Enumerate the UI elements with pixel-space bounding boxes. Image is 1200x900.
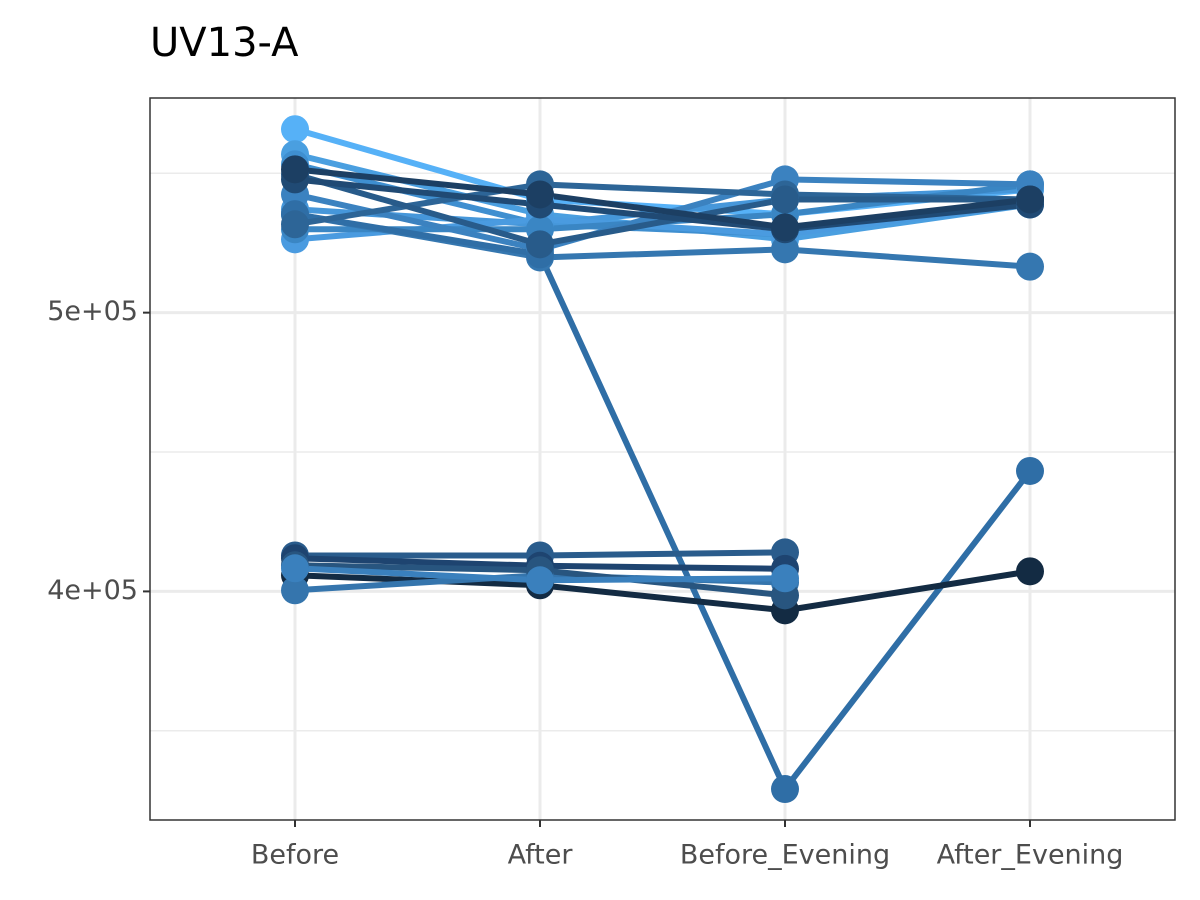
x-tick-label: After <box>508 840 574 871</box>
x-tick-label: Before <box>251 840 339 871</box>
point <box>281 210 309 239</box>
point <box>281 554 309 583</box>
point <box>771 185 799 214</box>
series-line <box>294 176 1031 233</box>
x-tick-label: Before_Evening <box>680 840 890 871</box>
y-tick-label: 4e+05 <box>47 575 138 606</box>
series-line <box>294 211 1033 793</box>
point <box>771 235 799 264</box>
point <box>1016 252 1044 281</box>
point <box>1016 557 1044 586</box>
point <box>281 115 309 144</box>
x-tick-label: After_Evening <box>937 840 1124 871</box>
point <box>771 775 799 804</box>
point <box>526 180 554 209</box>
series-line <box>294 166 1031 231</box>
point <box>771 213 799 242</box>
point <box>526 566 554 595</box>
series-line <box>294 171 1030 248</box>
point <box>281 155 309 184</box>
y-tick-label: 5e+05 <box>47 296 138 327</box>
point <box>281 576 309 605</box>
point <box>771 564 799 593</box>
point <box>1016 185 1044 214</box>
panel-border <box>149 97 1176 821</box>
point <box>526 230 554 259</box>
point <box>1016 456 1044 485</box>
chart-title: UV13-A <box>150 20 299 66</box>
